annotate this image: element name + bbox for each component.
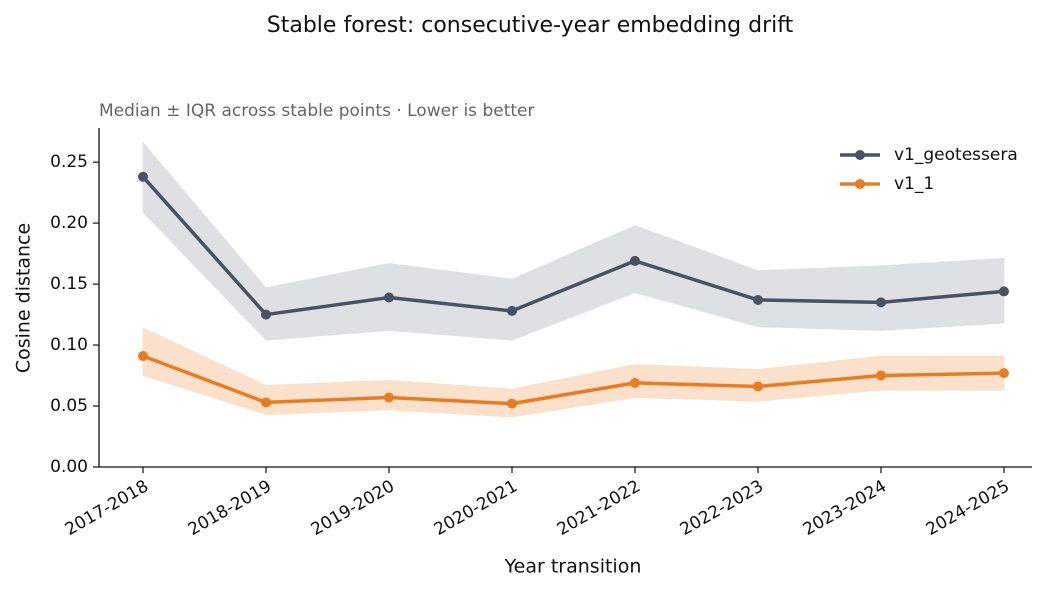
- series-point: [630, 377, 640, 388]
- x-tick-label: 2017-2018: [62, 476, 152, 540]
- series-point: [507, 398, 517, 409]
- iqr-band: [511, 364, 636, 418]
- iqr-band: [388, 262, 513, 341]
- y-tick-label: 0.25: [50, 152, 88, 172]
- y-tick-label: 0.05: [50, 396, 88, 416]
- x-tick-label: 2021-2022: [554, 476, 644, 540]
- iqr-band: [880, 258, 1005, 331]
- series-point: [138, 351, 148, 362]
- series-point: [138, 171, 148, 182]
- x-tick-label: 2024-2025: [923, 476, 1013, 540]
- chart-subtitle: Median ± IQR across stable points · Lowe…: [99, 101, 534, 121]
- series-point: [876, 370, 886, 381]
- series-point: [999, 368, 1009, 379]
- series-point: [261, 397, 271, 408]
- series-point: [999, 286, 1009, 297]
- iqr-band: [511, 224, 636, 341]
- legend-label: v1_geotessera: [894, 145, 1018, 165]
- series-point: [630, 255, 640, 266]
- legend-marker: [855, 179, 865, 189]
- chart-title: Stable forest: consecutive-year embeddin…: [267, 13, 794, 38]
- iqr-band: [142, 141, 267, 342]
- x-tick-label: 2023-2024: [800, 476, 890, 540]
- x-axis-label: Year transition: [504, 556, 642, 578]
- series-line: [141, 175, 1005, 317]
- x-tick-label: 2019-2020: [308, 476, 398, 540]
- x-tick-label: 2018-2019: [185, 476, 275, 540]
- series-point: [384, 392, 394, 403]
- series-point: [876, 297, 886, 308]
- y-tick-label: 0.15: [50, 274, 88, 294]
- series-point: [261, 309, 271, 320]
- series-point: [753, 294, 763, 305]
- iqr-band: [142, 327, 267, 416]
- series-point: [753, 381, 763, 392]
- series-point: [384, 292, 394, 303]
- series-point: [507, 305, 517, 316]
- x-tick-label: 2020-2021: [431, 476, 521, 540]
- series-line: [142, 354, 1005, 406]
- y-tick-label: 0.20: [50, 213, 88, 233]
- y-tick-label: 0.10: [50, 335, 88, 355]
- iqr-band: [757, 265, 882, 331]
- x-tick-label: 2022-2023: [677, 476, 767, 540]
- iqr-band: [634, 224, 759, 328]
- legend-marker: [855, 150, 865, 160]
- y-axis-label: Cosine distance: [13, 223, 35, 373]
- legend-label: v1_1: [894, 174, 934, 194]
- y-tick-label: 0.00: [50, 457, 88, 477]
